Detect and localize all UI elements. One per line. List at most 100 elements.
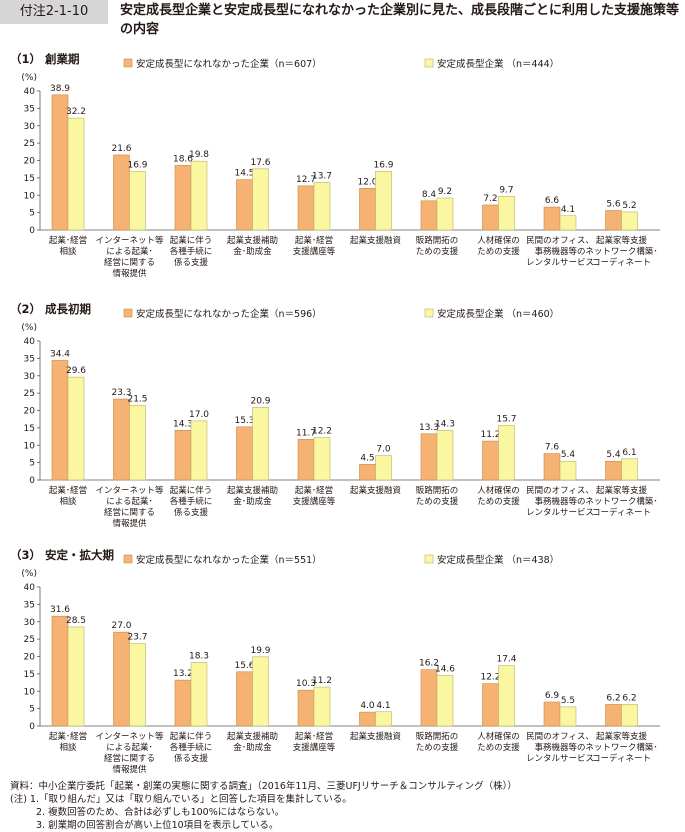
bar-series2-cat4 [252, 407, 269, 481]
x-tick-label: インターネット等 [95, 235, 164, 246]
data-label: 38.9 [50, 84, 70, 94]
source-note: 資料：中小企業庁委託「起業・創業の実態に関する調査」（2016年11月、三菱UF… [10, 781, 517, 792]
x-tick-label: ための支援 [416, 496, 459, 507]
data-label: 19.9 [250, 646, 270, 656]
data-label: 4.0 [360, 701, 375, 711]
data-label: 28.5 [66, 616, 86, 626]
x-tick-label: 相談 [59, 496, 77, 507]
bar-series2-cat7 [436, 674, 454, 727]
data-label: 4.1 [561, 205, 575, 215]
x-tick-label: 起業･経営 [49, 731, 87, 742]
legend-label-2: 安定成長型企業 （n＝438） [437, 554, 559, 566]
bar-series1-cat9 [543, 701, 561, 727]
y-axis-unit: (%) [21, 323, 37, 333]
y-tick-label: 20 [24, 157, 36, 167]
data-label: 19.8 [189, 150, 209, 160]
x-tick-label: 金･助成金 [233, 742, 272, 753]
note-1: (注) 1.「取り組んだ」又は「取り組んでいる」と回答した項目を集計している。 [10, 794, 352, 805]
bar-series2-cat1 [67, 376, 85, 481]
data-label: 6.2 [606, 693, 620, 703]
y-tick-label: 10 [24, 687, 36, 697]
x-tick-label: 販路開拓の [416, 731, 459, 742]
bar-series1-cat6 [359, 711, 376, 727]
data-label: 14.3 [435, 419, 455, 429]
data-label: 32.2 [66, 107, 86, 117]
data-label: 4.5 [360, 453, 374, 463]
bar-series2-cat5 [313, 182, 331, 231]
bar-series1-cat5 [297, 439, 315, 481]
legend-swatch-2 [424, 554, 434, 564]
y-tick-label: 0 [29, 476, 35, 486]
y-tick-label: 40 [24, 337, 36, 347]
bar-series1-cat1 [51, 615, 69, 727]
bar-series1-cat1 [51, 360, 69, 481]
bar-series1-cat10 [605, 210, 622, 231]
legend-swatch-2 [424, 58, 434, 68]
x-tick-label: レンタルサービス [526, 258, 594, 268]
data-label: 20.9 [250, 396, 270, 406]
data-label: 23.3 [111, 388, 131, 398]
y-tick-label: 25 [24, 139, 35, 149]
legend-swatch-1 [123, 308, 133, 318]
x-tick-label: ための支援 [477, 742, 520, 753]
legend-swatch-2 [424, 308, 434, 318]
bar-series2-cat10 [621, 458, 638, 481]
x-tick-label: 起業支援補助 [227, 235, 278, 246]
data-label: 11.2 [480, 430, 500, 440]
data-label: 8.4 [422, 190, 437, 200]
bar-series2-cat2 [129, 643, 146, 727]
y-tick-label: 20 [24, 653, 36, 663]
data-label: 21.5 [127, 394, 147, 404]
bar-series2-cat9 [559, 215, 577, 231]
bar-series1-cat4 [236, 426, 253, 481]
y-axis-unit: (%) [21, 73, 37, 83]
bar-series2-cat2 [129, 404, 146, 481]
data-label: 12.7 [296, 175, 316, 185]
data-label: 21.6 [111, 144, 131, 154]
legend-swatch-1 [123, 554, 133, 564]
x-tick-label: 各種手続に [170, 496, 213, 507]
panel-title: （1） 創業期 [10, 52, 80, 66]
data-label: 9.2 [438, 187, 452, 197]
x-tick-label: 各種手続に [170, 246, 213, 257]
bar-series1-cat5 [297, 689, 315, 727]
data-label: 6.9 [545, 691, 560, 701]
legend-label-1: 安定成長型になれなかった企業（n＝551） [136, 554, 322, 566]
y-tick-label: 20 [24, 407, 36, 417]
y-tick-label: 10 [24, 191, 36, 201]
data-label: 23.7 [127, 633, 147, 643]
data-label: 17.6 [250, 158, 270, 168]
x-tick-label: 経営に関する [104, 753, 155, 764]
y-tick-label: 30 [24, 618, 36, 628]
data-label: 17.0 [189, 410, 209, 420]
y-tick-label: 5 [29, 705, 35, 715]
x-tick-label: 起業･経営 [49, 485, 87, 496]
bar-series2-cat8 [498, 195, 515, 231]
y-tick-label: 10 [24, 441, 36, 451]
note-3: 3. 創業期の回答割合が高い上位10項目を表示している。 [36, 820, 279, 831]
bar-series2-cat3 [190, 662, 208, 727]
bar-series1-cat7 [420, 669, 438, 727]
x-tick-label: 支援講座等 [293, 742, 336, 753]
bar-series1-cat6 [359, 464, 376, 481]
chart-panel-1: （1） 創業期 (%) 安定成長型になれなかった企業（n＝607） 安定成長型企業 （… [10, 52, 660, 279]
note-2: 2. 複数回答のため、合計は必ずしも100%にはならない。 [36, 807, 285, 818]
data-label: 31.6 [50, 605, 70, 615]
figure-number: 付注2-1-10 [0, 0, 108, 24]
data-label: 13.3 [419, 423, 439, 433]
x-tick-label: ための支援 [477, 496, 520, 507]
x-tick-label: 係る支援 [174, 507, 209, 518]
x-tick-label: コーディネート [592, 753, 651, 764]
x-tick-label: コーディネート [592, 257, 651, 268]
bar-series1-cat8 [482, 204, 499, 231]
data-label: 16.2 [419, 659, 439, 669]
bar-series1-cat3 [174, 679, 192, 727]
x-tick-label: 人材確保の [477, 731, 520, 742]
panel-title: （3） 安定・拡大期 [10, 548, 114, 562]
bar-series2-cat8 [498, 665, 515, 727]
data-label: 5.4 [561, 450, 576, 460]
y-tick-label: 30 [24, 122, 36, 132]
x-tick-label: 相談 [59, 742, 77, 753]
y-tick-label: 0 [29, 722, 35, 732]
y-tick-label: 15 [24, 670, 35, 680]
